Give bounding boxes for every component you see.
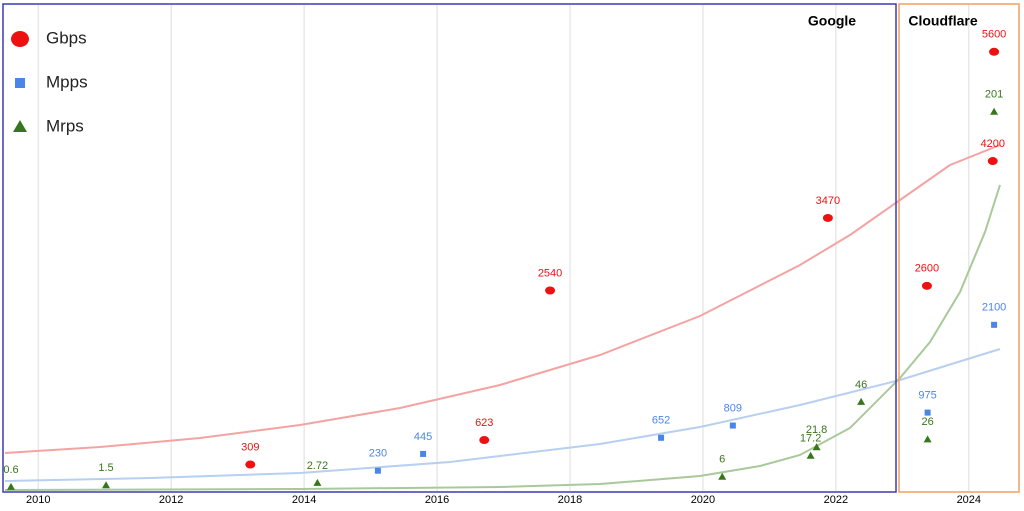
data-label: 4200 [981, 138, 1005, 150]
x-tick-label: 2022 [824, 494, 848, 506]
point [987, 157, 998, 166]
point [822, 213, 833, 222]
point [924, 409, 931, 416]
data-label: 2100 [982, 302, 1006, 314]
x-tick-label: 2018 [558, 494, 582, 506]
x-tick-label: 2010 [26, 494, 50, 506]
legend-label: Mpps [46, 72, 88, 91]
data-label: 2600 [915, 263, 939, 275]
data-label: 201 [985, 89, 1003, 101]
data-label: 652 [652, 415, 670, 427]
annotation: Cloudflare [908, 13, 977, 29]
data-label: 26 [921, 416, 933, 428]
data-label: 21.8 [806, 424, 827, 436]
data-label: 1.5 [98, 462, 113, 474]
x-tick-label: 2024 [957, 494, 981, 506]
data-label: 0.6 [3, 464, 18, 476]
point [374, 467, 381, 474]
x-tick-label: 2014 [292, 494, 316, 506]
point [729, 422, 736, 429]
point [991, 321, 998, 328]
legend-label: Gbps [46, 28, 87, 47]
x-tick-label: 2012 [159, 494, 183, 506]
point [479, 436, 490, 445]
point [923, 435, 932, 443]
point [921, 281, 932, 290]
x-tick-label: 2016 [425, 494, 449, 506]
point [806, 451, 815, 459]
legend-marker [13, 120, 27, 132]
data-label: 975 [918, 390, 936, 402]
legend-label: Mrps [46, 116, 84, 135]
point [990, 107, 999, 115]
data-label: 2540 [538, 267, 562, 279]
data-label: 3470 [816, 195, 840, 207]
point [102, 481, 111, 489]
data-label: 6 [719, 454, 725, 466]
google-box [2, 3, 897, 493]
point [313, 478, 322, 486]
point [857, 397, 866, 405]
point [545, 286, 556, 295]
point [718, 472, 727, 480]
legend-marker [11, 31, 29, 47]
trend-line [4, 184, 1001, 491]
trend-line [4, 144, 1001, 454]
point [420, 450, 427, 457]
point [245, 460, 256, 469]
trend-line [4, 348, 1001, 482]
data-label: 17.2 [800, 433, 821, 445]
data-label: 230 [369, 448, 387, 460]
data-label: 445 [414, 431, 432, 443]
grid [37, 5, 970, 491]
legend-marker [15, 78, 25, 88]
data-label: 2.72 [307, 460, 328, 472]
data-label: 309 [241, 441, 259, 453]
data-label: 809 [724, 402, 742, 414]
point [658, 434, 665, 441]
data-label: 5600 [982, 29, 1006, 41]
data-label: 46 [855, 379, 867, 391]
annotation: Google [808, 13, 856, 29]
point [989, 47, 1000, 56]
x-tick-label: 2020 [691, 494, 715, 506]
cloudflare-box [898, 3, 1020, 493]
point [812, 443, 821, 451]
point [6, 482, 15, 490]
data-label: 623 [475, 417, 493, 429]
